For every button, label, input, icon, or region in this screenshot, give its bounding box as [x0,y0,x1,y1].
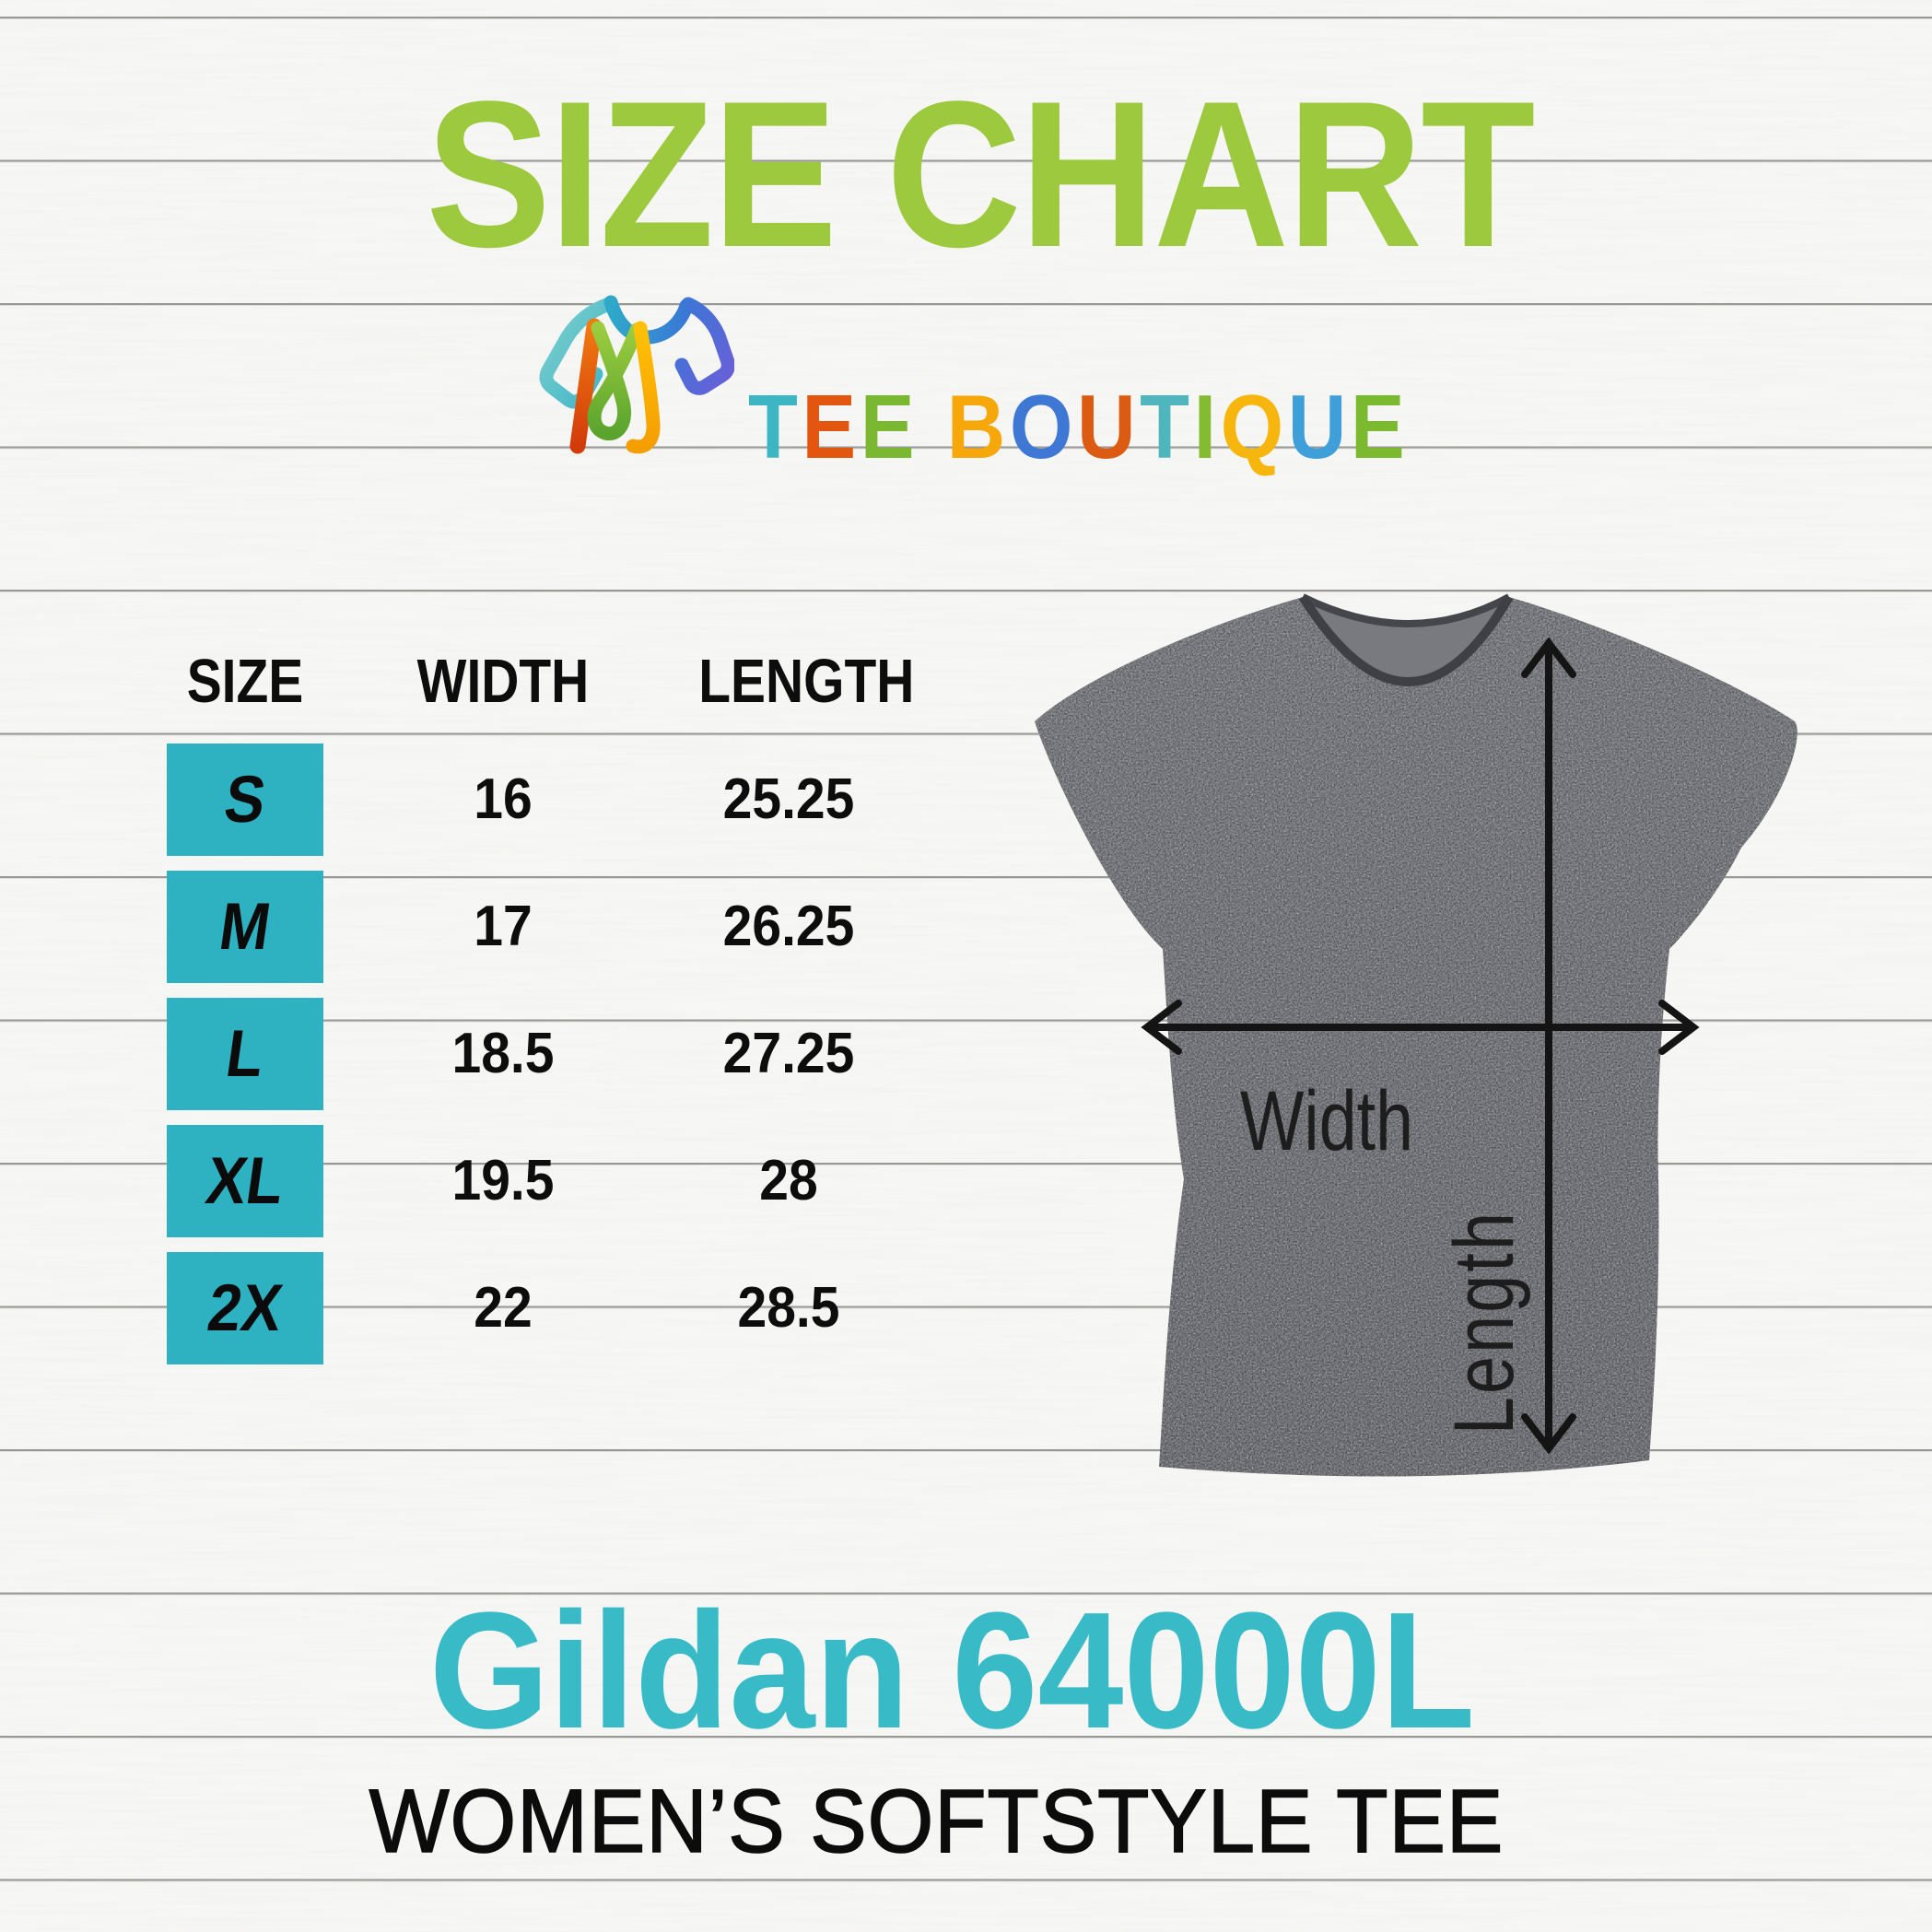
table-row: 2X 22 28.5 [167,1252,895,1364]
length-value: 28 [759,1149,818,1212]
size-badge: M [167,871,323,983]
size-badge: L [167,998,323,1110]
brand-letter: U [1076,376,1141,477]
brand-letter: O [1009,376,1077,477]
collar-front-line [1298,594,1514,686]
column-header-length: LENGTH [698,647,915,716]
page-title: SIZE CHART [426,57,1535,290]
size-badge: S [167,744,323,856]
table-row: M 17 26.25 [167,871,895,983]
width-label: Width [1240,1073,1413,1168]
size-label: S [219,763,271,837]
length-value: 27.25 [722,1022,855,1085]
size-label: M [215,890,275,964]
brand-letter: T [748,376,802,477]
collar-back-line [1301,593,1511,627]
brand-letter: B [946,376,1010,477]
brand-letter: U [1287,376,1351,477]
product-description: WOMEN’S SOFTSTYLE TEE [369,1771,1505,1871]
width-value: 17 [474,895,533,958]
length-value: 25.25 [722,767,855,831]
width-value: 16 [474,767,533,831]
size-badge: XL [167,1125,323,1237]
width-value: 22 [474,1276,533,1340]
column-header-width: WIDTH [416,647,590,716]
measurement-arrows [1141,637,1700,1455]
column-header-size: SIZE [186,647,304,716]
table-row: S 16 25.25 [167,744,895,856]
size-table: SIZE WIDTH LENGTH S 16 25.25 M 17 26.25 … [167,647,915,1379]
size-table-body: S 16 25.25 M 17 26.25 L 18.5 27.25 XL 19… [167,744,895,1364]
brand-letter: Q [1220,376,1288,477]
table-row: XL 19.5 28 [167,1125,895,1237]
brand-letter: I [1193,376,1221,477]
tshirt-logo-icon [539,295,734,454]
brand-name: TEE BOUTIQUE [748,381,1409,472]
length-value: 28.5 [737,1276,840,1340]
width-arrowhead-right [1658,1000,1700,1055]
length-value: 26.25 [722,895,855,958]
table-row: L 18.5 27.25 [167,998,895,1110]
brand-letter: E [1350,376,1410,477]
size-badge: 2X [167,1252,323,1364]
brand-letter: E [802,376,861,477]
width-arrowhead-left [1141,1000,1182,1055]
product-model: Gildan 64000L [428,1578,1476,1763]
size-label: L [221,1017,269,1091]
brand-letter: T [1140,376,1194,477]
length-label: Length [1436,1210,1531,1434]
length-arrowhead-top [1521,637,1576,678]
size-table-header: SIZE WIDTH LENGTH [167,647,915,716]
brand-letter: E [860,376,919,477]
size-label: 2X [203,1271,287,1345]
tshirt-diagram: Width Length [1035,593,1797,1477]
length-arrowhead-bottom [1521,1413,1576,1455]
size-label: XL [201,1144,289,1218]
width-value: 19.5 [451,1149,555,1212]
width-value: 18.5 [451,1022,555,1085]
